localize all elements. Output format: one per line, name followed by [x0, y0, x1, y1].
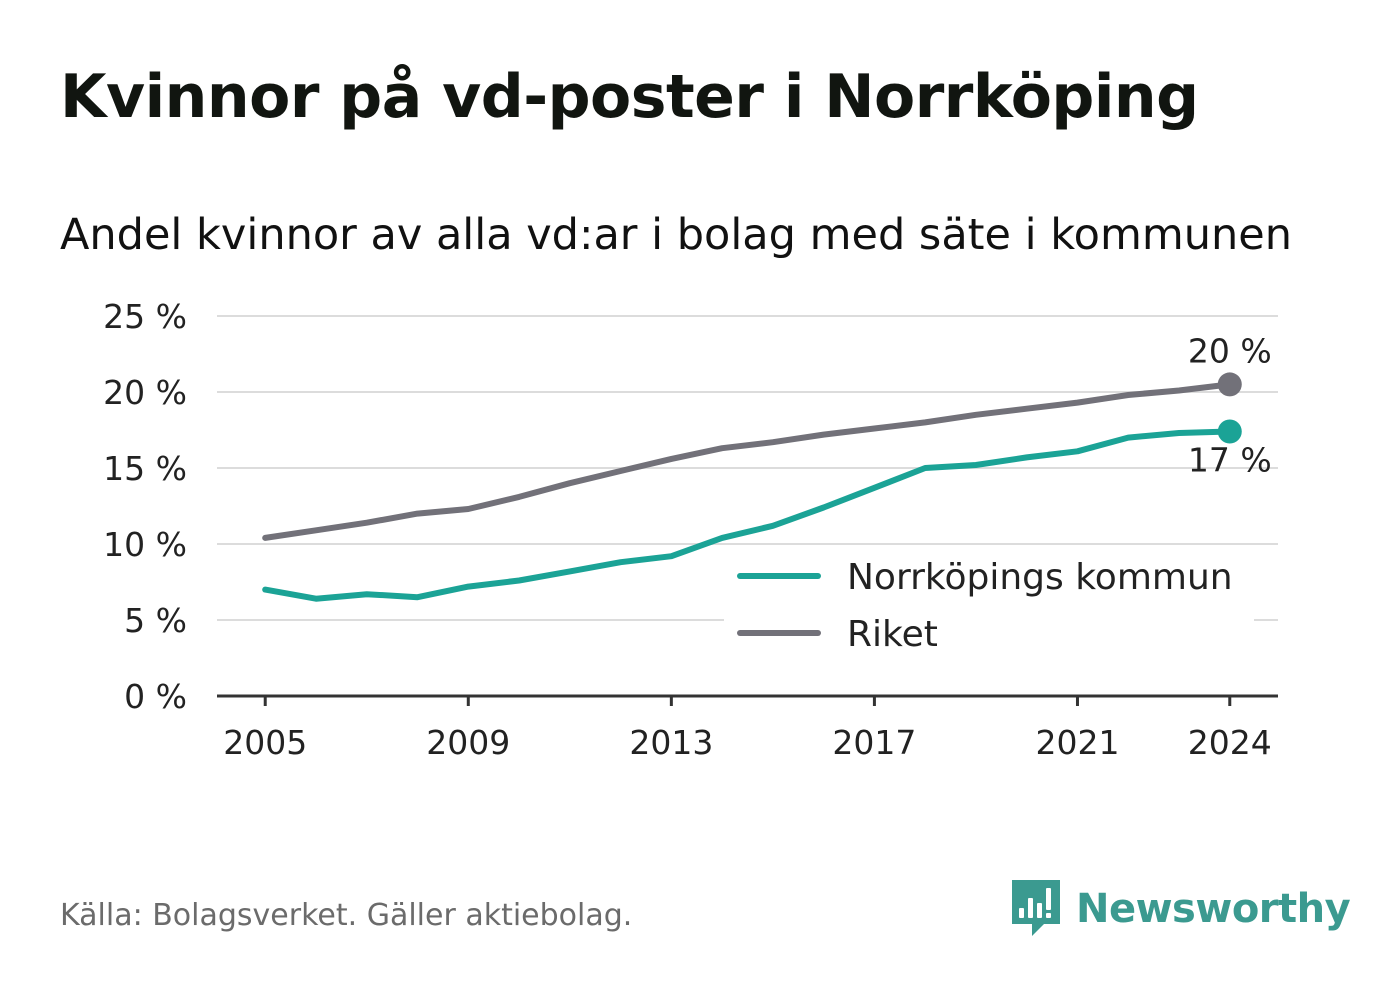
y-tick-label: 10 %: [103, 525, 187, 564]
x-tick-label: 2013: [629, 723, 713, 762]
y-tick-label: 15 %: [103, 449, 187, 488]
newsworthy-logo-icon: [1012, 880, 1060, 936]
brand-name: Newsworthy: [1076, 886, 1351, 932]
chart-subtitle: Andel kvinnor av alla vd:ar i bolag med …: [60, 210, 1292, 260]
line-chart: 0 % 5 % 10 % 15 % 20 % 25 % 2005 2009 2013 2017 20…: [103, 297, 1278, 762]
brand-logo[interactable]: Newsworthy: [1010, 878, 1351, 940]
x-tick-label: 2017: [832, 723, 916, 762]
source-note: Källa: Bolagsverket. Gäller aktiebolag.: [60, 898, 633, 933]
end-value-label: 17 %: [1188, 441, 1272, 480]
y-tick-label: 20 %: [103, 373, 187, 412]
series-end-point: [1217, 419, 1242, 444]
legend-label: Riket: [847, 614, 938, 655]
y-tick-label: 0 %: [124, 677, 187, 716]
x-tick-label: 2024: [1188, 723, 1272, 762]
chart-title: Kvinnor på vd-poster i Norrköping: [60, 62, 1199, 132]
x-tick-label: 2021: [1035, 723, 1119, 762]
series-line-norrköpings-kommun: [262, 428, 1233, 602]
legend-label: Norrköpings kommun: [847, 557, 1233, 598]
series-end-point: [1217, 372, 1242, 397]
series-line-riket: [262, 381, 1233, 541]
end-value-label: 20 %: [1188, 331, 1272, 370]
y-tick-label: 25 %: [103, 297, 187, 336]
y-tick-label: 5 %: [124, 601, 187, 640]
legend-background: [724, 547, 1254, 657]
x-tick-label: 2005: [223, 723, 307, 762]
x-tick-label: 2009: [426, 723, 510, 762]
